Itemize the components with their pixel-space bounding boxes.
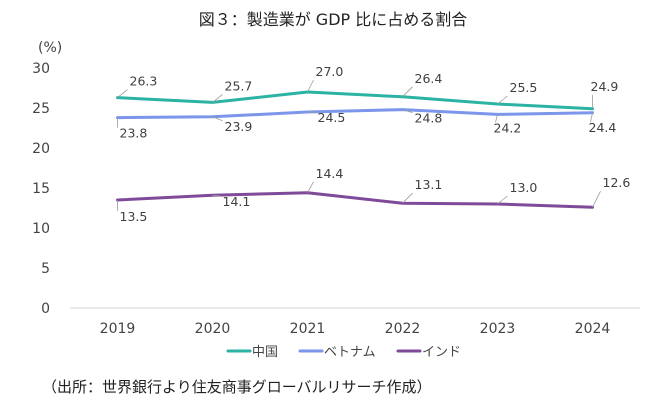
label-leader	[497, 95, 508, 105]
label-leader	[402, 192, 413, 204]
x-tick-label: 2023	[480, 321, 516, 337]
data-label: 13.5	[120, 209, 148, 224]
data-label: 27.0	[316, 64, 344, 79]
label-leader	[495, 114, 498, 123]
legend-label-0: 中国	[252, 345, 278, 360]
data-label: 25.7	[225, 78, 253, 93]
label-leader	[117, 89, 128, 98]
label-leader	[402, 86, 413, 98]
label-leader	[590, 112, 593, 122]
label-leader	[212, 116, 223, 122]
data-label-layer: 26.3 25.7 27.0 26.4 25.5 24.9 23.8 23.9 24.5 24.8…	[117, 64, 631, 224]
legend-label-1: ベトナム	[324, 345, 376, 360]
y-tick-label: 20	[32, 141, 50, 157]
data-label: 23.8	[120, 126, 148, 141]
data-label: 24.8	[415, 111, 443, 126]
x-tick-label: 2022	[385, 321, 421, 337]
series-line-2	[116, 191, 594, 209]
data-label: 25.5	[510, 80, 538, 95]
y-tick-label: 25	[32, 101, 50, 117]
source-note: （出所：世界銀行より住友商事グローバルリサーチ作成）	[42, 378, 432, 396]
x-tick-label: 2024	[575, 321, 611, 337]
label-leader	[212, 94, 223, 103]
data-label: 13.1	[415, 177, 443, 192]
label-leader	[307, 181, 314, 193]
label-leader	[592, 191, 601, 208]
y-tick-label: 30	[32, 61, 50, 77]
y-tick-label: 5	[41, 261, 50, 277]
data-label: 14.1	[223, 194, 251, 209]
data-label: 23.9	[225, 119, 253, 134]
legend-label-2: インド	[422, 345, 461, 360]
data-label: 13.0	[510, 180, 538, 195]
data-label: 24.5	[318, 110, 346, 125]
line-chart: (%) 0 5 10 15 20 25 30 2019 2020 2021 2022 2023 2024…	[32, 40, 640, 360]
y-tick-label: 10	[32, 221, 50, 237]
x-tick-label: 2021	[290, 321, 326, 337]
data-label: 24.4	[589, 120, 617, 135]
x-tick-label: 2019	[100, 321, 136, 337]
series-line-0	[116, 90, 594, 111]
y-tick-label: 0	[41, 301, 50, 317]
chart-title: 図３：製造業が GDP 比に占める割合	[198, 10, 468, 29]
legend: 中国 ベトナム インド	[226, 345, 461, 360]
label-leader	[497, 195, 508, 205]
data-label: 14.4	[316, 166, 344, 181]
x-axis: 2019 2020 2021 2022 2023 2024	[70, 307, 640, 337]
data-label: 26.4	[415, 71, 443, 86]
y-unit-label: (%)	[38, 40, 62, 56]
data-label: 12.6	[603, 175, 631, 190]
series-line-1	[116, 108, 594, 120]
x-tick-label: 2020	[195, 321, 231, 337]
label-leader	[402, 109, 413, 113]
label-leader	[307, 79, 314, 93]
data-label: 24.2	[494, 120, 522, 135]
data-label: 24.9	[591, 79, 619, 94]
data-label: 26.3	[130, 74, 158, 89]
series-layer	[116, 90, 594, 209]
y-tick-label: 15	[32, 181, 50, 197]
y-axis: (%) 0 5 10 15 20 25 30	[32, 40, 62, 317]
label-leader	[212, 194, 221, 197]
